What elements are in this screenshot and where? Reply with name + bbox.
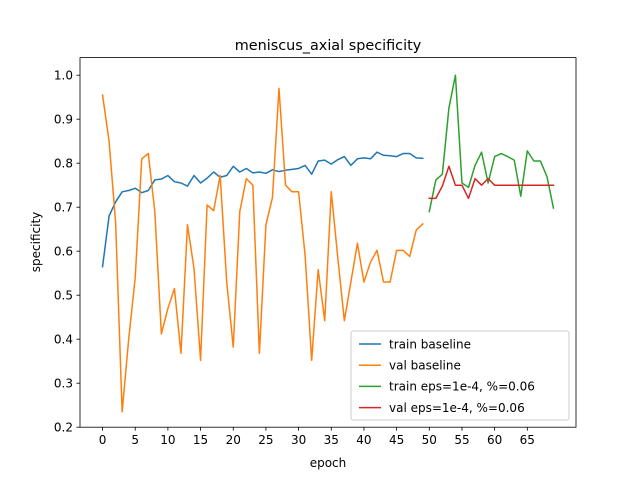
- x-tick-label: 60: [487, 433, 502, 447]
- x-tick-label: 20: [226, 433, 241, 447]
- series-line-1: [101, 151, 424, 268]
- x-tick-label: 30: [291, 433, 306, 447]
- legend-label: val eps=1e-4, %=0.06: [389, 401, 525, 415]
- y-tick-label: 1.0: [54, 69, 73, 83]
- series-line-4: [428, 165, 555, 200]
- legend-label: train eps=1e-4, %=0.06: [389, 380, 535, 394]
- x-tick-label: 15: [193, 433, 208, 447]
- x-tick-label: 45: [389, 433, 404, 447]
- chart-title: meniscus_axial specificity: [235, 38, 422, 54]
- y-tick-label: 0.4: [54, 333, 73, 347]
- x-tick-label: 25: [258, 433, 273, 447]
- x-tick-label: 40: [356, 433, 371, 447]
- x-tick-label: 35: [324, 433, 339, 447]
- x-tick-label: 10: [160, 433, 175, 447]
- x-tick-label: 65: [520, 433, 535, 447]
- legend: train baseline val baseline train eps=1e-4…: [350, 330, 570, 421]
- y-tick-label: 0.9: [54, 113, 73, 127]
- series-line-3: [428, 74, 555, 213]
- series-line-2: [101, 87, 424, 413]
- y-tick-label: 0.6: [54, 245, 73, 259]
- y-axis: 0.2 0.3 0.4 0.5 0.6 0.7 0.8 0.9 1.0: [54, 69, 80, 435]
- y-tick-label: 0.5: [54, 289, 73, 303]
- y-tick-label: 0.8: [54, 157, 73, 171]
- x-tick-label: 0: [99, 433, 107, 447]
- y-tick-label: 0.2: [54, 421, 73, 435]
- x-tick-label: 5: [131, 433, 139, 447]
- y-axis-label: specificity: [29, 212, 43, 272]
- x-axis-label: epoch: [310, 456, 347, 470]
- x-tick-label: 50: [422, 433, 437, 447]
- x-tick-label: 55: [454, 433, 469, 447]
- legend-label: val baseline: [389, 359, 461, 373]
- x-axis: 0 5 10 15 20 25 30 35 40 45 50 55 60 65: [99, 427, 535, 447]
- y-tick-label: 0.3: [54, 377, 73, 391]
- series-layer: [101, 74, 555, 413]
- legend-box: [350, 330, 570, 421]
- y-tick-label: 0.7: [54, 201, 73, 215]
- plot-frame: [79, 57, 577, 428]
- legend-label: train baseline: [389, 337, 471, 351]
